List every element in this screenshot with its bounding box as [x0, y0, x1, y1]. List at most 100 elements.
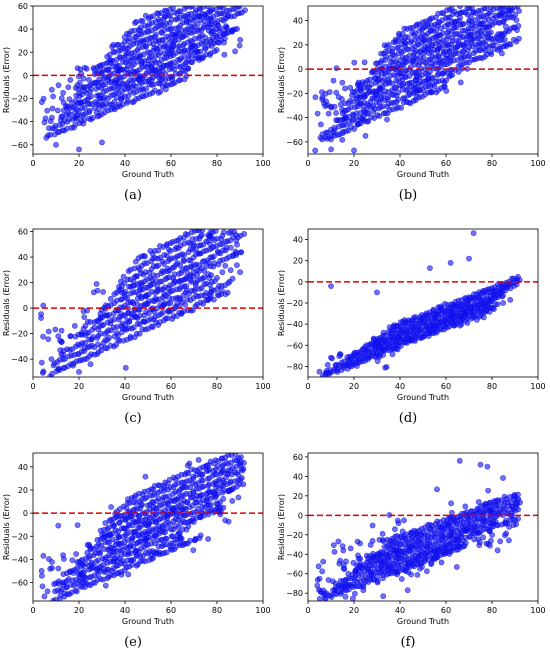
data-point — [170, 43, 177, 50]
data-point — [214, 274, 220, 281]
data-point — [179, 34, 186, 40]
data-point — [408, 529, 414, 536]
data-point — [96, 63, 103, 70]
data-point — [102, 305, 109, 312]
data-point — [391, 526, 398, 533]
x-tick-label: 0 — [305, 382, 310, 391]
data-point — [463, 528, 470, 534]
y-tick-label: −60 — [286, 138, 303, 147]
y-tick-label: 0 — [298, 278, 303, 287]
data-point — [137, 505, 144, 512]
data-point — [454, 43, 461, 50]
data-point — [444, 53, 451, 59]
data-point — [374, 578, 381, 584]
data-point — [220, 495, 227, 502]
data-point — [207, 233, 213, 240]
data-point — [468, 39, 474, 45]
data-point — [488, 6, 495, 10]
data-point — [359, 117, 366, 123]
x-axis-label: Ground Truth — [397, 393, 449, 402]
data-point — [325, 110, 332, 117]
data-point — [153, 518, 160, 525]
data-point — [172, 33, 179, 39]
data-point — [204, 297, 211, 304]
data-point — [344, 365, 351, 372]
subfigure-caption: (c) — [124, 411, 141, 426]
data-point — [486, 24, 493, 30]
data-point — [190, 273, 196, 280]
data-point — [76, 79, 83, 86]
data-point — [123, 516, 129, 522]
y-tick-label: −40 — [11, 118, 28, 127]
data-point — [74, 522, 81, 528]
subfigure-caption: (a) — [124, 188, 142, 203]
data-point — [210, 296, 217, 303]
data-point — [235, 471, 241, 478]
data-point — [182, 301, 189, 308]
data-point — [438, 303, 445, 310]
data-point — [379, 566, 386, 573]
data-point — [211, 490, 218, 497]
plot-frame — [307, 5, 539, 155]
data-point — [106, 51, 113, 58]
data-point — [323, 590, 330, 597]
data-point — [143, 292, 150, 299]
data-point — [389, 351, 396, 358]
scatter-points — [312, 6, 522, 154]
data-point — [440, 534, 447, 540]
data-point — [121, 291, 128, 297]
data-point — [334, 117, 341, 124]
data-point — [41, 593, 48, 600]
data-point — [505, 7, 512, 13]
data-point — [118, 96, 125, 102]
data-point — [161, 291, 168, 298]
data-point — [431, 547, 438, 554]
data-point — [342, 115, 349, 121]
data-point — [225, 518, 232, 525]
data-point — [346, 581, 353, 588]
data-point — [63, 105, 70, 111]
data-point — [419, 563, 425, 570]
data-point — [209, 506, 216, 513]
data-point — [232, 248, 239, 255]
data-point — [233, 262, 240, 268]
data-point — [351, 147, 357, 154]
data-point — [110, 521, 116, 528]
data-point — [431, 83, 438, 89]
data-point — [395, 89, 401, 96]
data-point — [82, 332, 89, 339]
data-point — [460, 9, 467, 16]
data-point — [120, 273, 127, 280]
data-point — [215, 249, 222, 256]
y-tick-label: −40 — [11, 555, 28, 564]
data-point — [458, 321, 465, 327]
data-point — [439, 70, 446, 77]
data-point — [38, 315, 44, 321]
data-point — [163, 44, 170, 51]
data-point — [370, 68, 376, 75]
x-tick-label: 80 — [212, 159, 222, 168]
x-tick-label: 20 — [349, 159, 359, 168]
data-point — [220, 30, 227, 37]
data-point — [339, 583, 346, 590]
data-point — [105, 66, 111, 73]
data-point — [205, 259, 212, 266]
x-tick-label: 100 — [255, 606, 270, 615]
data-point — [78, 99, 84, 106]
data-point — [236, 6, 243, 10]
data-point — [482, 47, 489, 54]
data-point — [361, 93, 368, 100]
data-point — [184, 13, 191, 20]
data-point — [115, 332, 121, 338]
data-point — [192, 536, 199, 543]
x-tick-label: 60 — [166, 382, 176, 391]
y-tick-label: 20 — [293, 41, 303, 50]
data-point — [136, 513, 142, 520]
data-point — [385, 41, 392, 48]
data-point — [107, 547, 113, 554]
data-point — [480, 534, 487, 541]
data-point — [151, 57, 158, 64]
data-point — [113, 66, 120, 73]
data-point — [369, 522, 376, 529]
x-tick-label: 100 — [530, 159, 545, 168]
